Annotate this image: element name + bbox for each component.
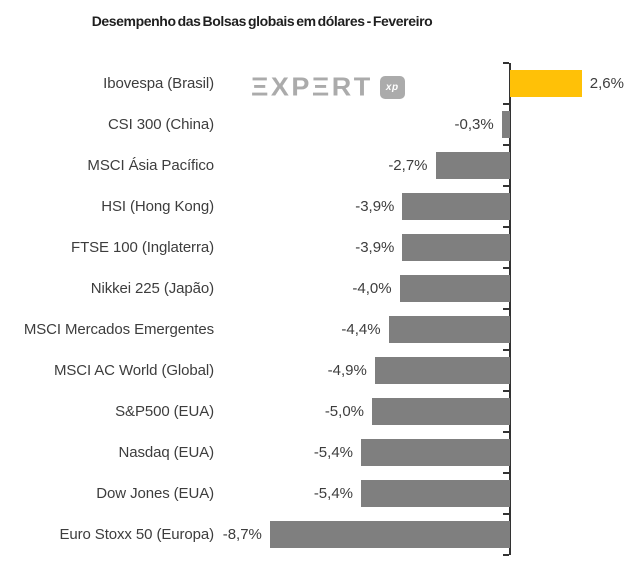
axis-tick [503, 103, 509, 105]
value-label: -5,0% [324, 403, 364, 420]
bar-negative [402, 193, 510, 220]
bar-negative [269, 521, 510, 548]
bar-negative [399, 275, 510, 302]
category-label: HSI (Hong Kong) [101, 198, 214, 215]
chart-title: Desempenho das Bolsas globais em dólares… [91, 13, 433, 29]
value-label: 2,6% [589, 75, 624, 92]
axis-tick [503, 226, 509, 228]
bar-positive [510, 70, 582, 97]
bar-negative [501, 111, 510, 138]
axis-tick [503, 513, 509, 515]
axis-tick [503, 185, 509, 187]
axis-tick [503, 62, 509, 64]
axis-tick [503, 308, 509, 310]
bar-negative [374, 357, 510, 384]
category-label: Dow Jones (EUA) [96, 485, 214, 502]
category-label: Ibovespa (Brasil) [103, 75, 214, 92]
value-label: -3,9% [355, 239, 395, 256]
category-label: Nikkei 225 (Japão) [90, 280, 214, 297]
axis-tick [503, 554, 509, 556]
value-label: -4,9% [327, 362, 367, 379]
axis-tick [503, 390, 509, 392]
axis-tick [503, 267, 509, 269]
axis-tick [503, 349, 509, 351]
expert-xp-watermark: ΞXPΞRT xp [251, 73, 405, 101]
value-label: -8,7% [222, 526, 262, 543]
axis-tick [503, 431, 509, 433]
xp-logo-badge-icon: xp [379, 75, 405, 99]
category-axis-line [509, 63, 511, 555]
value-label: -2,7% [388, 157, 428, 174]
category-label: FTSE 100 (Inglaterra) [71, 239, 214, 256]
bar-negative [361, 480, 510, 507]
bar-negative [372, 398, 510, 425]
category-label: Euro Stoxx 50 (Europa) [59, 526, 214, 543]
value-label: -5,4% [313, 485, 353, 502]
value-label: -4,0% [352, 280, 392, 297]
value-label: -5,4% [313, 444, 353, 461]
category-label: CSI 300 (China) [107, 116, 214, 133]
bar-negative [402, 234, 510, 261]
expert-logo-text: ΞXPΞRT [251, 72, 373, 101]
axis-tick [503, 472, 509, 474]
category-label: MSCI Ásia Pacífico [87, 157, 214, 174]
bar-negative [435, 152, 510, 179]
value-label: -4,4% [341, 321, 381, 338]
category-label: Nasdaq (EUA) [118, 444, 214, 461]
category-label: MSCI Mercados Emergentes [23, 321, 214, 338]
bar-negative [388, 316, 510, 343]
value-label: -0,3% [454, 116, 494, 133]
bar-negative [361, 439, 510, 466]
category-label: MSCI AC World (Global) [53, 362, 214, 379]
category-label: S&P500 (EUA) [115, 403, 214, 420]
axis-tick [503, 144, 509, 146]
value-label: -3,9% [355, 198, 395, 215]
